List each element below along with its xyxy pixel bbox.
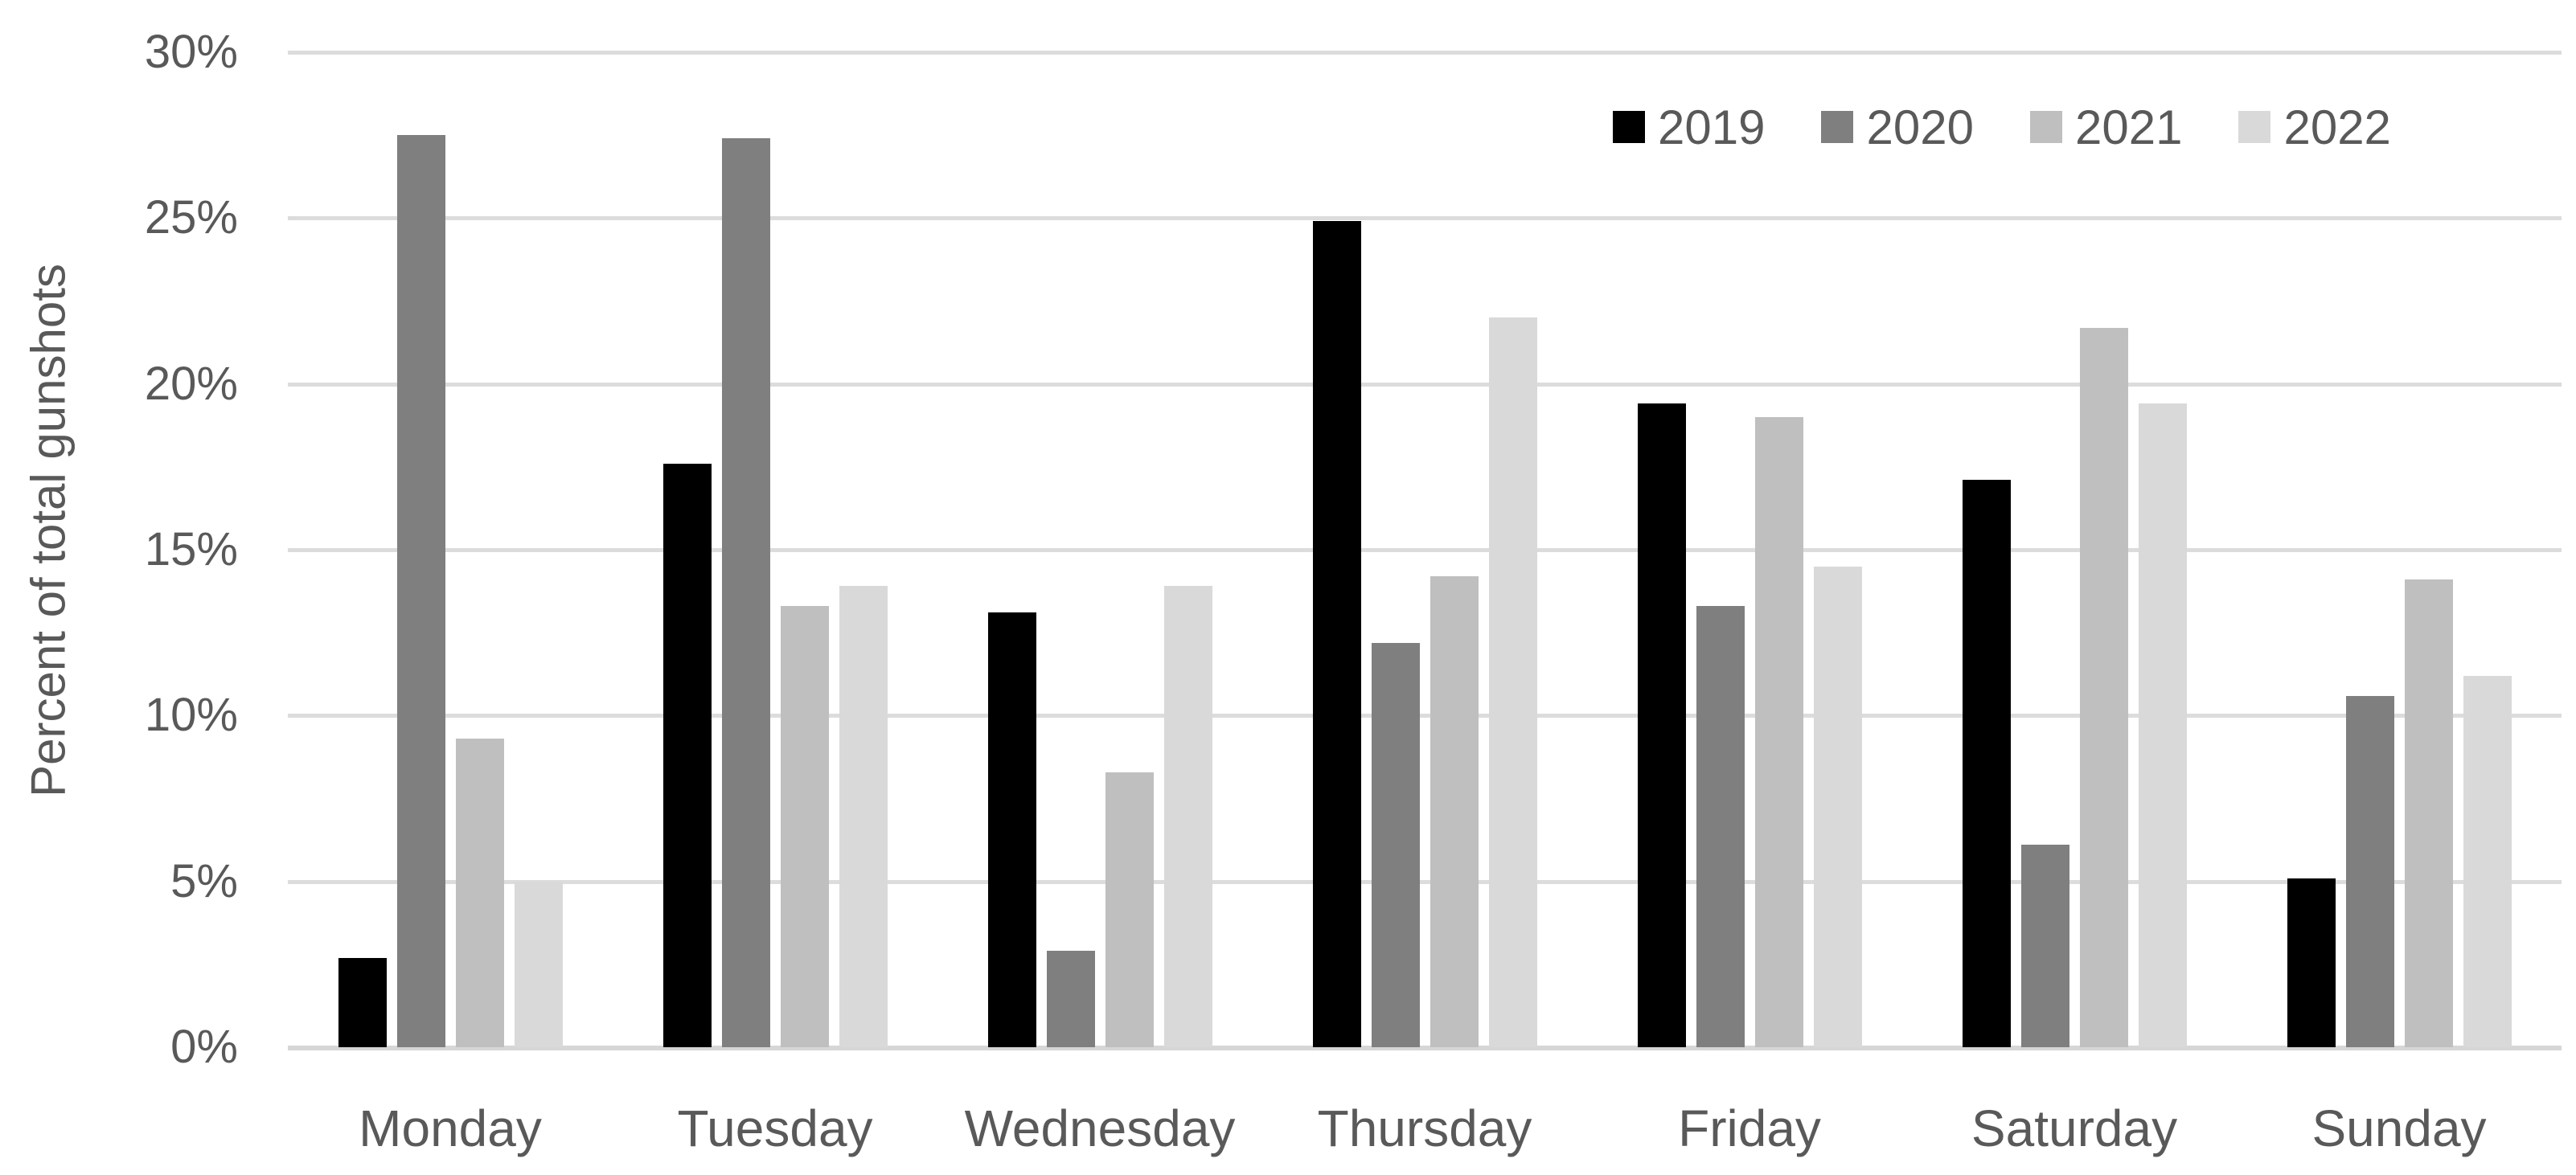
gridline-10 xyxy=(288,714,2562,719)
bar-friday-2019 xyxy=(1637,403,1686,1047)
gridline-5 xyxy=(288,879,2562,884)
bar-sunday-2021 xyxy=(2404,579,2453,1047)
bar-thursday-2022 xyxy=(1488,317,1537,1047)
x-label-friday: Friday xyxy=(1678,1099,1821,1157)
x-label-tuesday: Tuesday xyxy=(677,1099,873,1157)
bar-sunday-2020 xyxy=(2345,695,2394,1047)
bar-wednesday-2022 xyxy=(1163,586,1212,1047)
legend-label-2020: 2020 xyxy=(1866,100,1974,154)
bar-saturday-2020 xyxy=(2020,845,2069,1047)
y-tick-label-0: 0% xyxy=(170,1021,238,1073)
plot-area xyxy=(288,51,2562,1050)
legend-item-2021: 2021 xyxy=(2029,100,2183,155)
y-tick-label-15: 15% xyxy=(144,523,238,575)
bar-tuesday-2019 xyxy=(662,463,712,1047)
bar-monday-2019 xyxy=(338,957,387,1047)
gridline-20 xyxy=(288,382,2562,387)
y-tick-label-30: 30% xyxy=(144,26,238,78)
bar-sunday-2022 xyxy=(2463,675,2512,1047)
legend-swatch-icon xyxy=(1613,111,1645,143)
legend-item-2019: 2019 xyxy=(1613,100,1765,155)
x-label-thursday: Thursday xyxy=(1317,1099,1532,1157)
x-axis-line xyxy=(288,1046,2562,1050)
gridline-25 xyxy=(288,216,2562,221)
bar-wednesday-2020 xyxy=(1046,951,1095,1047)
bar-monday-2022 xyxy=(514,881,563,1047)
bar-saturday-2021 xyxy=(2079,327,2128,1047)
legend-swatch-icon xyxy=(2029,111,2062,143)
bar-thursday-2019 xyxy=(1312,221,1361,1047)
x-label-saturday: Saturday xyxy=(1971,1099,2178,1157)
y-tick-label-25: 25% xyxy=(144,191,238,244)
legend-label-2019: 2019 xyxy=(1658,100,1766,154)
bar-wednesday-2019 xyxy=(987,612,1036,1047)
bar-friday-2020 xyxy=(1696,606,1745,1047)
y-tick-label-20: 20% xyxy=(144,357,238,410)
gridline-15 xyxy=(288,548,2562,552)
legend-item-2020: 2020 xyxy=(1821,100,1974,155)
y-tick-label-5: 5% xyxy=(170,854,238,907)
bar-monday-2021 xyxy=(455,739,504,1047)
bar-wednesday-2021 xyxy=(1105,772,1154,1047)
legend-item-2022: 2022 xyxy=(2238,100,2391,155)
bar-saturday-2019 xyxy=(1962,480,2011,1047)
x-label-sunday: Sunday xyxy=(2311,1099,2487,1157)
legend-label-2022: 2022 xyxy=(2283,100,2391,154)
y-tick-label-10: 10% xyxy=(144,689,238,742)
legend-swatch-icon xyxy=(2238,111,2271,143)
bar-friday-2022 xyxy=(1813,566,1862,1047)
bar-monday-2020 xyxy=(396,135,445,1047)
bar-thursday-2020 xyxy=(1371,642,1420,1047)
bar-tuesday-2022 xyxy=(839,586,888,1047)
x-label-wednesday: Wednesday xyxy=(964,1099,1236,1157)
legend-swatch-icon xyxy=(1821,111,1854,143)
bar-thursday-2021 xyxy=(1430,576,1479,1047)
bar-sunday-2019 xyxy=(2287,878,2336,1047)
bar-tuesday-2020 xyxy=(721,138,770,1047)
x-label-monday: Monday xyxy=(359,1099,542,1157)
gridline-30 xyxy=(288,51,2562,55)
bar-saturday-2022 xyxy=(2138,403,2187,1047)
legend-label-2021: 2021 xyxy=(2074,100,2183,154)
bar-tuesday-2021 xyxy=(780,606,829,1047)
bar-friday-2021 xyxy=(1754,416,1803,1047)
legend: 2019 2020 2021 2022 xyxy=(1613,100,2391,154)
